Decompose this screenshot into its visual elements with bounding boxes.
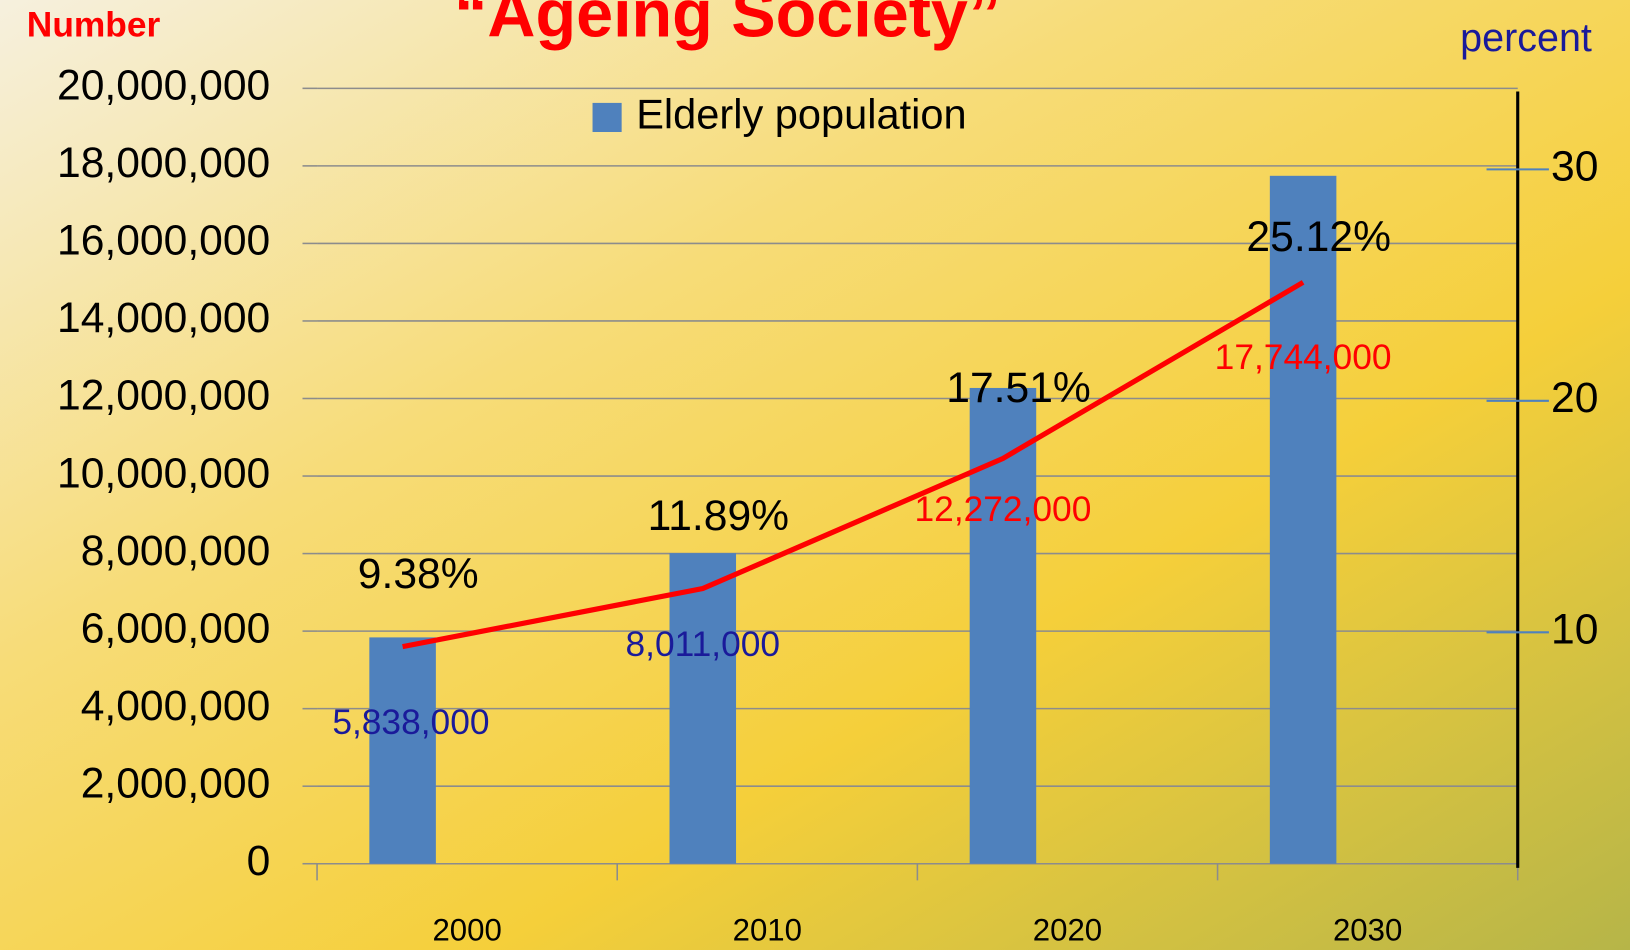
- y-tick-label: 0: [247, 837, 271, 885]
- bar-value-label: 17,744,000: [1215, 338, 1392, 377]
- y-axis-label: Number: [27, 5, 161, 44]
- y-tick-label: 20,000,000: [57, 62, 270, 110]
- y-tick-label: 10,000,000: [57, 449, 270, 497]
- x-tick-label: 2030: [1333, 913, 1402, 948]
- bar: [1269, 175, 1337, 864]
- y2-axis-label: percent: [1460, 16, 1592, 60]
- y2-tick-label: 10: [1551, 606, 1598, 654]
- bar: [369, 637, 436, 864]
- y-tick-label: 12,000,000: [57, 372, 270, 420]
- x-tick-label: 2000: [432, 913, 501, 948]
- y-tick-label: 8,000,000: [81, 527, 271, 575]
- legend-swatch: [592, 102, 622, 133]
- y-tick-label: 16,000,000: [57, 217, 270, 265]
- bar-value-label: 5,838,000: [332, 703, 489, 742]
- line-value-label: 17.51%: [946, 364, 1091, 412]
- x-tick-label: 2010: [733, 913, 802, 948]
- legend-label: Elderly population: [636, 90, 966, 137]
- y-tick-label: 2,000,000: [81, 759, 271, 807]
- chart-title: “Ageing Society”: [454, 0, 1001, 51]
- bar: [669, 553, 737, 864]
- y2-tick-label: 20: [1551, 374, 1598, 422]
- line-value-label: 25.12%: [1246, 213, 1391, 261]
- line: [402, 280, 1305, 650]
- y-tick-label: 14,000,000: [57, 294, 270, 342]
- x-tick-label: 2020: [1033, 913, 1102, 948]
- bar-value-label: 12,272,000: [915, 490, 1092, 529]
- y-tick-label: 4,000,000: [81, 682, 271, 730]
- line-value-label: 11.89%: [648, 492, 789, 540]
- y-tick-label: 18,000,000: [57, 139, 270, 187]
- y2-tick-label: 30: [1551, 143, 1598, 191]
- line-value-label: 9.38%: [358, 550, 479, 598]
- bar-value-label: 8,011,000: [625, 625, 780, 664]
- y-tick-label: 6,000,000: [81, 604, 271, 652]
